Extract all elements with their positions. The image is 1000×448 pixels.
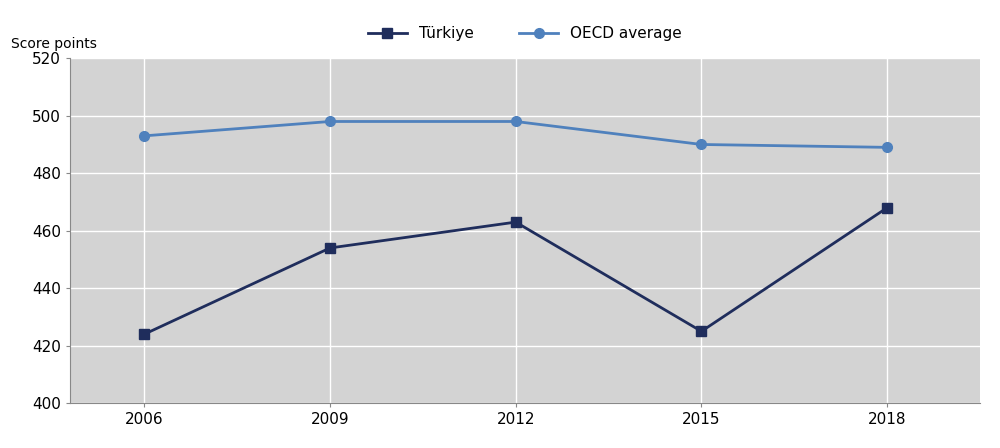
Text: Score points: Score points bbox=[11, 37, 97, 52]
Legend: Türkiye, OECD average: Türkiye, OECD average bbox=[362, 20, 688, 47]
